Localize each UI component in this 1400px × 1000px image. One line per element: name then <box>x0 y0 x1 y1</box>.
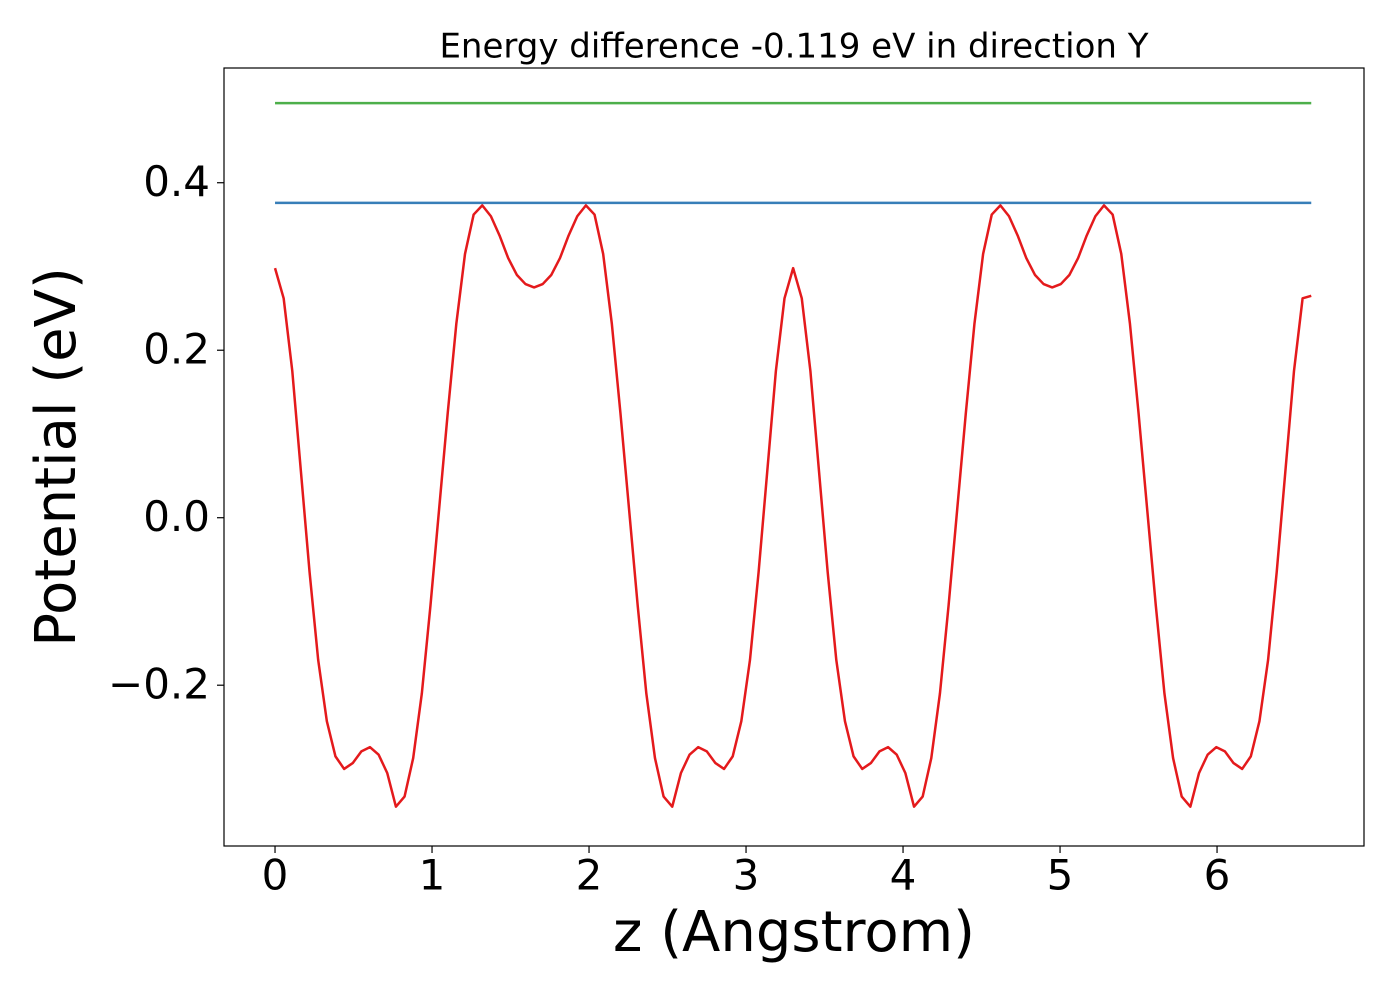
y-tick-label: 0.4 <box>143 157 210 206</box>
plot-frame <box>223 67 1365 847</box>
x-tick-label: 2 <box>576 851 603 900</box>
x-tick-label: 1 <box>419 851 446 900</box>
x-tick-label: 0 <box>262 851 289 900</box>
series-line <box>273 204 1312 808</box>
y-tick-label: 0.2 <box>143 325 210 374</box>
chart-title: Energy difference -0.119 eV in direction… <box>439 27 1148 67</box>
x-tick-label: 6 <box>1204 851 1231 900</box>
y-axis-label: Potential (eV) <box>24 267 89 647</box>
y-tick-label: 0.0 <box>143 492 210 541</box>
x-tick-label: 3 <box>733 851 760 900</box>
x-axis-label: z (Angstrom) <box>613 900 975 965</box>
x-tick-label: 4 <box>890 851 917 900</box>
x-tick-label: 5 <box>1047 851 1074 900</box>
y-tick-label: −0.2 <box>108 660 210 709</box>
